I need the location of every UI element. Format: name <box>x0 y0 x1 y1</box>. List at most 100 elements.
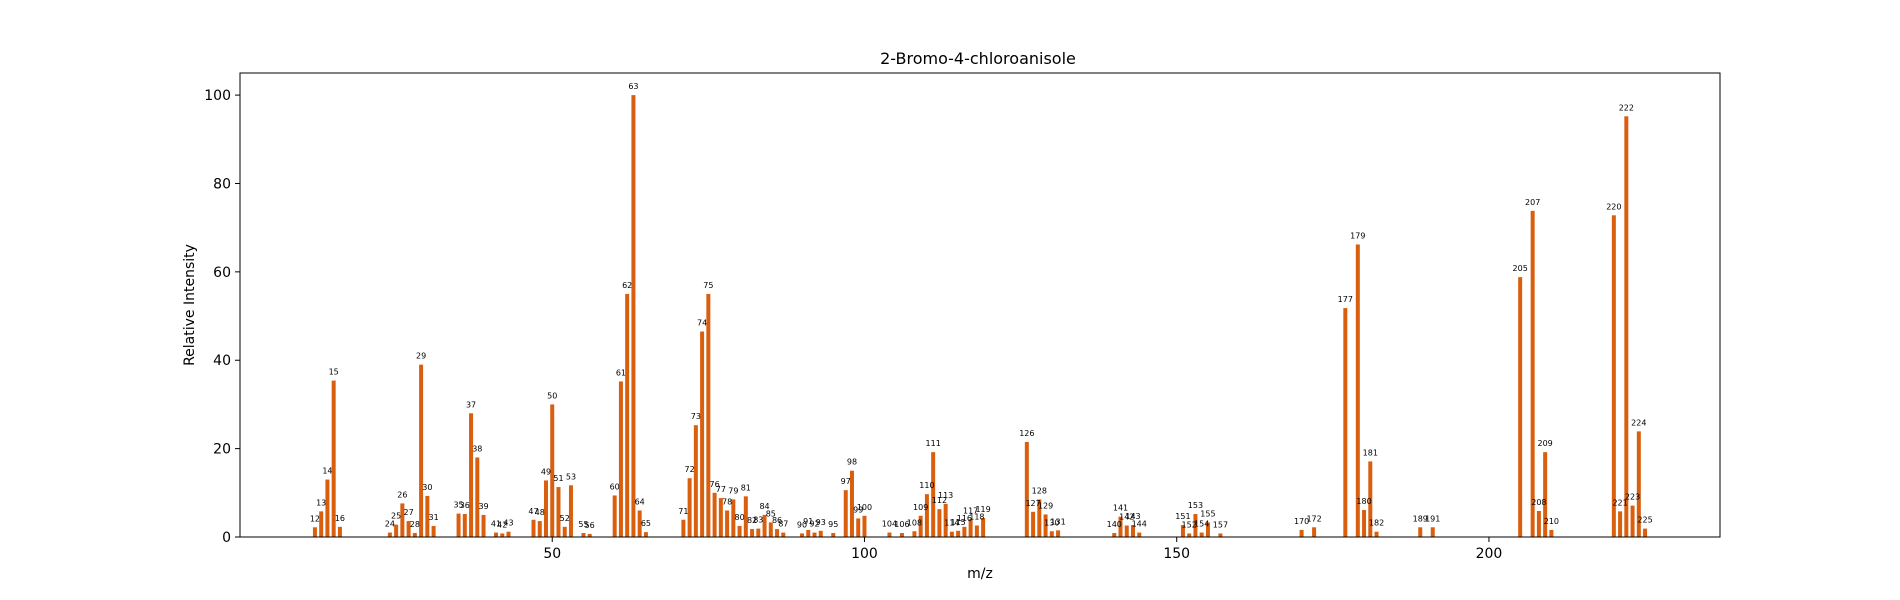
peak-bar-115 <box>956 530 961 537</box>
peak-bar-119 <box>981 518 986 537</box>
peak-bar-61 <box>618 381 623 537</box>
peak-label-56: 56 <box>585 521 595 530</box>
peak-bar-47 <box>531 519 536 537</box>
peak-label-108: 108 <box>907 518 922 527</box>
peak-bar-118 <box>974 525 979 537</box>
peak-bar-63 <box>631 95 636 537</box>
peak-label-73: 73 <box>691 412 701 421</box>
peak-label-95: 95 <box>828 520 838 529</box>
peak-label-131: 131 <box>1050 517 1065 526</box>
peak-bar-28 <box>412 533 417 537</box>
peak-bar-104 <box>887 532 892 537</box>
peak-label-179: 179 <box>1350 231 1365 240</box>
peak-label-86: 86 <box>772 516 782 525</box>
peak-bar-126 <box>1024 441 1029 537</box>
peak-label-191: 191 <box>1425 514 1440 523</box>
peak-label-154: 154 <box>1194 520 1209 529</box>
peak-bar-153 <box>1193 514 1198 537</box>
peak-label-126: 126 <box>1019 429 1034 438</box>
chart-title: 2-Bromo-4-chloroanisole <box>880 49 1076 68</box>
peak-bar-62 <box>625 293 630 537</box>
peak-label-130: 130 <box>1044 518 1059 527</box>
peak-bar-29 <box>419 364 424 537</box>
peak-bar-111 <box>931 452 936 537</box>
peak-label-142: 142 <box>1119 513 1134 522</box>
peak-label-28: 28 <box>410 520 420 529</box>
peak-label-62: 62 <box>622 281 632 290</box>
peak-label-205: 205 <box>1513 264 1528 273</box>
peak-bar-182 <box>1374 531 1379 537</box>
peak-bar-12 <box>312 527 317 537</box>
plot-frame <box>239 72 1721 538</box>
peak-label-75: 75 <box>703 281 713 290</box>
peak-bar-82 <box>750 529 755 537</box>
peak-label-71: 71 <box>678 507 688 516</box>
peak-bar-15 <box>331 380 336 537</box>
peak-label-172: 172 <box>1306 514 1321 523</box>
y-tick-label-20: 20 <box>213 442 231 458</box>
peak-bar-36 <box>462 514 467 537</box>
peak-bar-220 <box>1611 215 1616 538</box>
peak-bar-49 <box>543 480 548 537</box>
peak-bar-86 <box>775 529 780 537</box>
peak-bar-99 <box>856 518 861 537</box>
peak-bar-77 <box>718 498 723 537</box>
y-tick-label-80: 80 <box>213 176 231 192</box>
x-tick-label-50: 50 <box>543 546 561 562</box>
peak-bar-143 <box>1131 525 1135 537</box>
peak-label-170: 170 <box>1294 517 1309 526</box>
peak-label-15: 15 <box>329 368 339 377</box>
peak-label-41: 41 <box>491 520 501 529</box>
peak-label-143: 143 <box>1125 512 1140 521</box>
peak-bar-181 <box>1368 461 1373 537</box>
peak-bar-72 <box>687 478 692 537</box>
peak-label-104: 104 <box>882 520 897 529</box>
peak-label-177: 177 <box>1338 295 1353 304</box>
peak-bar-154 <box>1199 532 1204 537</box>
peak-label-26: 26 <box>397 490 407 499</box>
peak-label-39: 39 <box>478 502 488 511</box>
peak-label-97: 97 <box>841 477 851 486</box>
peak-bar-116 <box>962 526 967 537</box>
peak-bar-30 <box>425 495 430 537</box>
peak-label-13: 13 <box>316 498 326 507</box>
peak-label-221: 221 <box>1612 498 1627 507</box>
x-tick-label-100: 100 <box>851 546 878 562</box>
peak-bar-205 <box>1518 277 1523 537</box>
peak-label-181: 181 <box>1363 448 1378 457</box>
peak-label-225: 225 <box>1637 516 1652 525</box>
peak-bar-35 <box>456 513 461 537</box>
x-tick-label-200: 200 <box>1476 546 1503 562</box>
peak-bar-16 <box>337 526 342 537</box>
peak-bar-221 <box>1618 511 1623 537</box>
peak-bar-129 <box>1043 514 1048 537</box>
peak-bar-65 <box>643 532 648 537</box>
peak-bar-113 <box>943 503 948 537</box>
peak-bar-91 <box>806 529 811 537</box>
peak-bar-53 <box>568 485 573 537</box>
peak-label-65: 65 <box>641 519 651 528</box>
peak-label-83: 83 <box>753 516 763 525</box>
peak-bar-87 <box>781 532 786 537</box>
peak-label-60: 60 <box>610 482 620 491</box>
peak-label-91: 91 <box>803 517 813 526</box>
peak-label-112: 112 <box>932 496 947 505</box>
peak-bar-42 <box>500 533 505 537</box>
peak-bar-90 <box>800 533 805 537</box>
peak-label-82: 82 <box>747 516 757 525</box>
peak-bar-64 <box>637 510 642 537</box>
peak-bar-98 <box>849 470 854 537</box>
peak-label-84: 84 <box>759 502 769 511</box>
peak-label-79: 79 <box>728 486 738 495</box>
peak-label-92: 92 <box>809 520 819 529</box>
bars-group <box>312 95 1648 538</box>
peak-bar-128 <box>1037 499 1042 537</box>
peak-label-115: 115 <box>950 518 965 527</box>
peak-bar-84 <box>762 514 767 537</box>
peak-bar-179 <box>1355 244 1360 537</box>
peak-bar-189 <box>1418 527 1423 537</box>
peak-bar-177 <box>1343 308 1348 537</box>
peak-bar-26 <box>400 503 405 537</box>
peak-label-53: 53 <box>566 472 576 481</box>
